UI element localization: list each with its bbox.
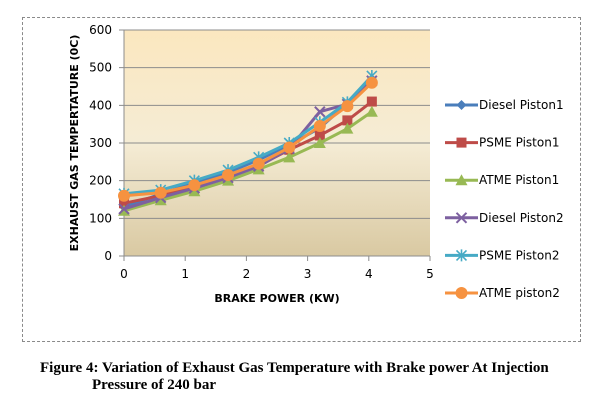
- legend-marker: [456, 100, 467, 110]
- x-tick-labels: 0 1 2 3 4 5: [120, 267, 434, 281]
- y-tick-labels: 0 100 200 300 400 500 600: [89, 23, 112, 263]
- x-tick-label: 1: [181, 267, 189, 281]
- chart-frame: [22, 17, 581, 342]
- data-point: [222, 169, 235, 182]
- data-point: [365, 76, 378, 89]
- caption-line-1: Figure 4: Variation of Exhaust Gas Tempe…: [40, 360, 549, 376]
- y-axis-label: EXHAUST GAS TEMPERTATURE (0C): [68, 35, 81, 252]
- axes: [123, 30, 431, 261]
- legend-marker: [455, 212, 468, 224]
- gridlines: [119, 29, 430, 257]
- data-point: [366, 96, 377, 107]
- data-point: [313, 120, 326, 133]
- x-tick-label: 4: [365, 267, 373, 281]
- legend-item: Diesel Piston1: [445, 98, 564, 112]
- data-point: [314, 106, 326, 118]
- y-tick-label: 300: [89, 136, 112, 150]
- data-point: [314, 130, 325, 141]
- x-tick-label: 5: [426, 267, 434, 281]
- y-tick-label: 600: [89, 23, 112, 37]
- data-point: [313, 137, 326, 148]
- data-point: [283, 151, 296, 163]
- legend-marker: [455, 174, 468, 186]
- chart: 0 100 200 300 400 500 600 0 1 2 3 4 5 Diesel Piston…: [68, 23, 564, 305]
- data-point: [154, 186, 167, 199]
- data-point: [341, 122, 354, 134]
- data-point: [341, 100, 354, 113]
- data-point: [118, 189, 130, 202]
- data-point: [118, 203, 130, 215]
- legend-label: Diesel Piston2: [479, 211, 564, 225]
- series-atme-piston2: [118, 76, 378, 202]
- legend-item: PSME Piston2: [445, 248, 559, 262]
- legend-label: PSME Piston1: [479, 136, 559, 150]
- x-tick-label: 2: [243, 267, 251, 281]
- data-point: [154, 194, 167, 206]
- legend-marker: [456, 137, 467, 148]
- y-tick-label: 500: [89, 61, 112, 75]
- y-tick-label: 400: [89, 98, 112, 112]
- data-point: [188, 179, 201, 192]
- legend-label: ATME Piston1: [479, 173, 559, 187]
- legend-item: ATME piston2: [445, 286, 560, 300]
- y-tick-label: 200: [89, 174, 112, 188]
- legend-item: ATME Piston1: [445, 173, 559, 187]
- data-point: [119, 198, 129, 209]
- legend-label: Diesel Piston1: [479, 98, 564, 112]
- series: [118, 69, 378, 216]
- legend-item: Diesel Piston2: [445, 211, 564, 225]
- legend-label: ATME piston2: [479, 286, 560, 300]
- legend-label: PSME Piston2: [479, 248, 559, 262]
- y-tick-label: 100: [89, 211, 112, 225]
- caption-line-2: Pressure of 240 bar: [92, 377, 217, 393]
- legend: Diesel Piston1 PSME Piston1 ATME Piston1 Di…: [445, 98, 564, 300]
- data-point: [283, 141, 296, 154]
- x-tick-label: 0: [120, 267, 128, 281]
- legend-marker: [455, 249, 468, 262]
- data-point: [365, 105, 378, 117]
- x-axis-label: BRAKE POWER (KW): [214, 292, 339, 305]
- figure-caption: Figure 4: Variation of Exhaust Gas Tempe…: [40, 360, 600, 394]
- data-point: [342, 115, 353, 126]
- legend-marker: [455, 287, 468, 299]
- x-tick-label: 3: [304, 267, 312, 281]
- legend-item: PSME Piston1: [445, 136, 559, 150]
- data-point: [252, 157, 265, 170]
- y-tick-label: 0: [104, 249, 112, 263]
